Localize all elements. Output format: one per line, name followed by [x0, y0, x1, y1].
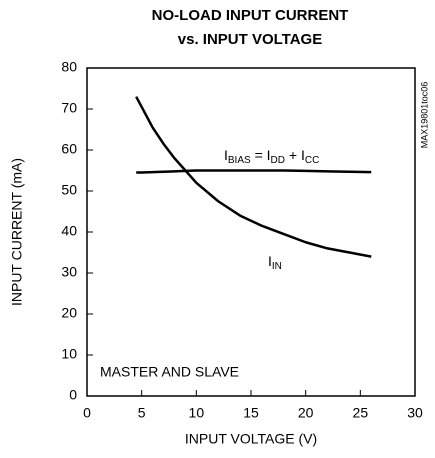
plot-frame [86, 67, 416, 397]
series-label: IBIAS = IDD + ICC [224, 147, 319, 166]
label-text: I [224, 147, 228, 163]
y-tick-label: 20 [61, 305, 77, 321]
y-tick-label: 40 [61, 223, 77, 239]
line [136, 169, 372, 174]
chart-title: NO-LOAD INPUT CURRENT [152, 7, 349, 24]
y-tick-label: 70 [61, 100, 77, 116]
y-tick-label: 10 [61, 346, 77, 362]
label-sub: BIAS [228, 155, 251, 166]
line [135, 96, 372, 258]
y-tick-label: 0 [69, 387, 77, 403]
side-note: MAX19801toc06 [419, 82, 429, 149]
x-tick-label: 20 [298, 405, 314, 421]
label-sub: CC [305, 155, 319, 166]
x-tick-label: 30 [407, 405, 423, 421]
label-text: = I [251, 147, 271, 163]
chart-title: vs. INPUT VOLTAGE [178, 31, 322, 48]
x-tick-label: 25 [353, 405, 369, 421]
label-sub: DD [271, 155, 285, 166]
x-tick-label: 10 [189, 405, 205, 421]
annotation: MASTER AND SLAVE [100, 364, 239, 380]
y-tick-label: 80 [61, 59, 77, 75]
y-tick-label: 50 [61, 182, 77, 198]
x-tick-label: 15 [243, 405, 259, 421]
label-sub: IN [272, 261, 282, 272]
y-axis-label: INPUT CURRENT (mA) [9, 158, 25, 306]
y-tick-label: 60 [61, 141, 77, 157]
x-tick-label: 0 [83, 405, 91, 421]
x-tick-label: 5 [138, 405, 146, 421]
series-label: IIN [268, 253, 282, 272]
x-axis-label: INPUT VOLTAGE (V) [185, 431, 317, 447]
label-text: + I [285, 147, 305, 163]
y-tick-label: 30 [61, 264, 77, 280]
label-text: I [268, 253, 272, 269]
